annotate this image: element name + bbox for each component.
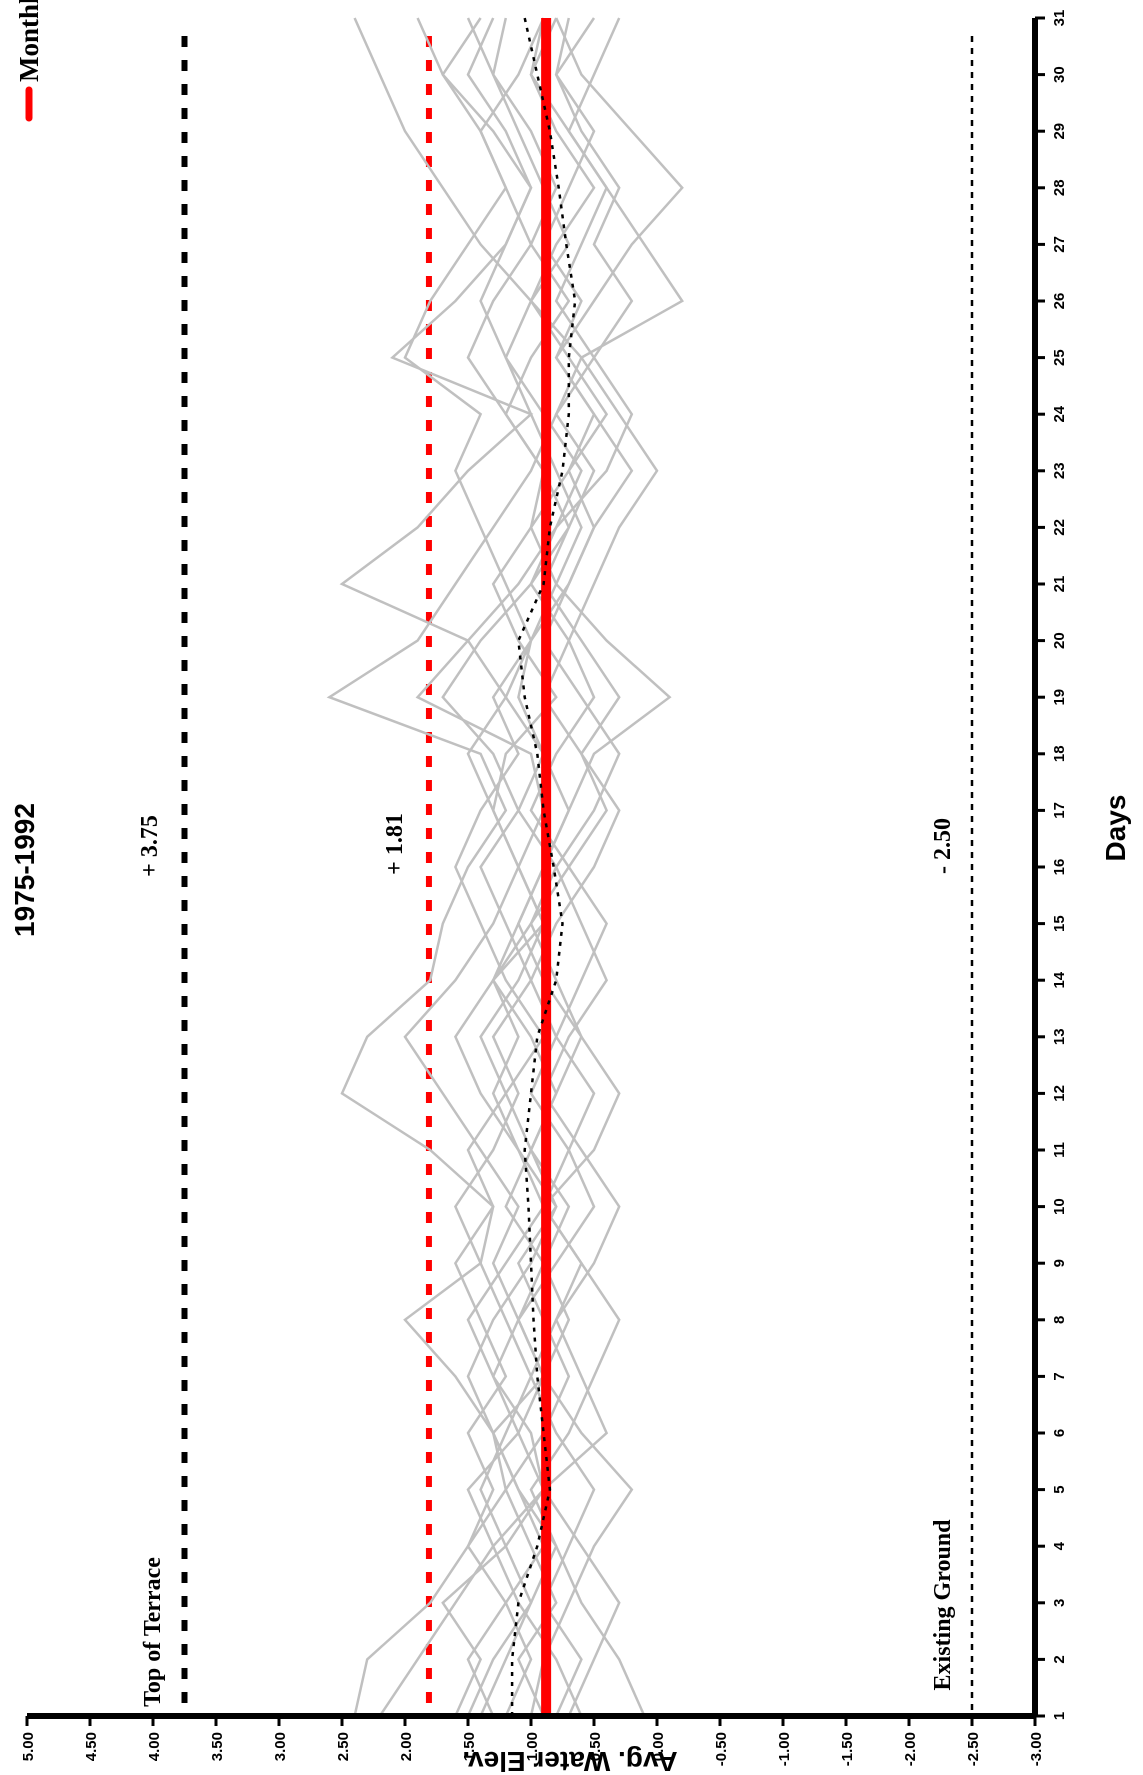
day-tick-label: 9 — [1051, 1259, 1068, 1267]
day-tick-label: 16 — [1051, 859, 1068, 876]
series-year-7 — [541, 17, 634, 1717]
day-tick-label: 6 — [1051, 1429, 1068, 1437]
elevation-tick-label: -1.50 — [839, 1732, 856, 1766]
legend: Monthly Average — [14, 0, 44, 122]
series-year-12 — [453, 17, 609, 1717]
day-tick-label: 5 — [1051, 1485, 1068, 1493]
day-tick-label: 30 — [1051, 66, 1068, 83]
existing-ground-label: Existing Ground — [930, 1519, 956, 1691]
average-lines — [510, 17, 577, 1716]
day-tick-label: 15 — [1051, 915, 1068, 932]
day-tick-label: 22 — [1051, 519, 1068, 536]
day-tick-label: 4 — [1051, 1541, 1068, 1550]
elevation-tick-label: 4.50 — [83, 1732, 100, 1761]
day-tick-label: 28 — [1051, 179, 1068, 196]
top-of-terrace-value: + 3.75 — [137, 815, 163, 877]
day-tick-label: 27 — [1051, 236, 1068, 253]
day-tick-label: 14 — [1051, 971, 1068, 988]
reference-lines — [181, 36, 974, 1710]
day-ticks: 1234567891011121314151617181920212223242… — [1035, 10, 1068, 1720]
elevation-ticks: 5.00 4.50 4.00 3.50 3.00 2.50 2.00 1.50 1.00 0.50… — [20, 1716, 1045, 1766]
top-of-terrace-label: Top of Terrace — [140, 1557, 166, 1707]
elevation-tick-label: 0.50 — [587, 1732, 604, 1761]
day-tick-label: 7 — [1051, 1372, 1068, 1380]
day-tick-label: 29 — [1051, 123, 1068, 140]
series-year-8 — [529, 17, 646, 1717]
series-year-9 — [479, 17, 583, 1717]
series-year-10 — [453, 17, 583, 1717]
elevation-tick-label: -2.00 — [902, 1732, 919, 1766]
elevation-tick-label: 1.00 — [524, 1732, 541, 1761]
day-tick-label: 3 — [1051, 1599, 1068, 1607]
y-axis-label: Avg. Water Elev. — [462, 1746, 677, 1775]
day-tick-label: 18 — [1051, 745, 1068, 762]
elevation-tick-label: -1.00 — [776, 1732, 793, 1766]
elevation-tick-label: 2.50 — [335, 1732, 352, 1761]
series-year-14 — [403, 17, 558, 1717]
elevation-tick-label: 1.50 — [461, 1732, 478, 1761]
day-tick-label: 26 — [1051, 293, 1068, 310]
series-year-11 — [529, 17, 684, 1717]
day-tick-label: 10 — [1051, 1198, 1068, 1215]
elevation-tick-label: 4.00 — [146, 1732, 163, 1761]
day-tick-label: 2 — [1051, 1655, 1068, 1663]
elevation-tick-label: 3.00 — [272, 1732, 289, 1761]
plot-area — [181, 17, 974, 1717]
day-tick-label: 1 — [1051, 1712, 1068, 1720]
day-tick-label: 11 — [1051, 1142, 1068, 1158]
elevation-tick-label: -3.00 — [1028, 1732, 1045, 1766]
day-tick-label: 8 — [1051, 1316, 1068, 1324]
elevation-tick-label: 5.00 — [20, 1732, 37, 1761]
existing-ground-value: - 2.50 — [930, 818, 956, 874]
day-tick-label: 21 — [1051, 576, 1068, 593]
day-tick-label: 12 — [1051, 1085, 1068, 1102]
day-tick-label: 25 — [1051, 349, 1068, 366]
day-tick-label: 19 — [1051, 689, 1068, 706]
day-tick-label: 31 — [1051, 10, 1068, 27]
day-tick-label: 17 — [1051, 802, 1068, 819]
elevation-tick-label: 3.50 — [209, 1732, 226, 1761]
legend-label-monthly-average: Monthly Average — [14, 0, 44, 82]
chart-title: 1975-1992 — [9, 803, 40, 937]
day-tick-label: 24 — [1051, 405, 1068, 422]
elevation-tick-label: -0.50 — [713, 1732, 730, 1766]
elevation-tick-label: 0.00 — [650, 1732, 667, 1761]
elevation-tick-label: -2.50 — [965, 1732, 982, 1766]
day-tick-label: 20 — [1051, 632, 1068, 649]
red-reference-value: + 1.81 — [382, 813, 408, 875]
day-tick-label: 13 — [1051, 1028, 1068, 1045]
x-axis-label: Days — [1100, 795, 1131, 862]
day-tick-label: 23 — [1051, 462, 1068, 479]
elevation-tick-label: 2.00 — [398, 1732, 415, 1761]
